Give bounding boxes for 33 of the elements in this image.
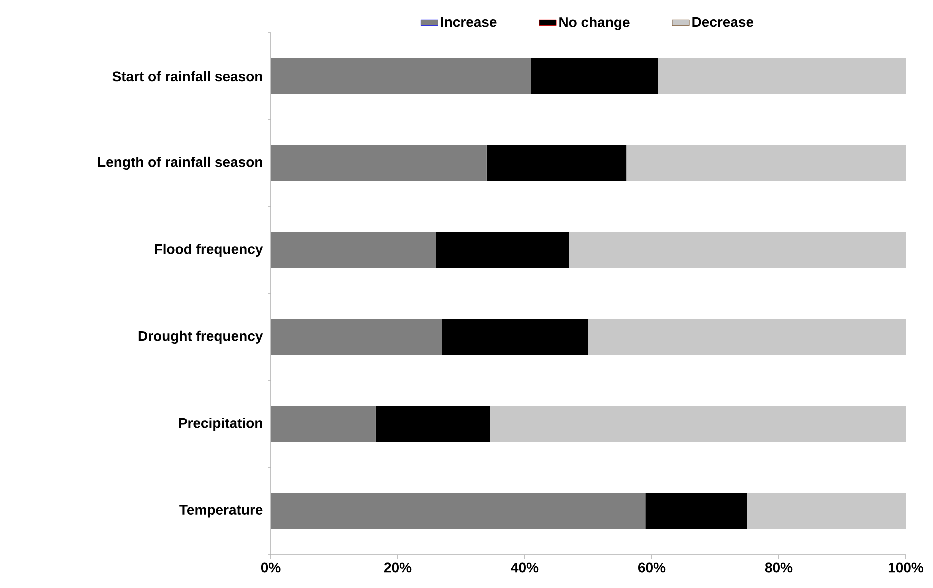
bar — [271, 493, 646, 530]
x-tick-label: 100% — [888, 562, 924, 573]
y-tick-label: Flood frequency — [155, 244, 264, 258]
bar — [442, 319, 589, 356]
legend-label: Decrease — [692, 17, 754, 28]
bar — [658, 58, 906, 94]
y-tick-label: Drought frequency — [138, 330, 264, 344]
bar — [271, 58, 532, 94]
y-tick-label: Length of rainfall season — [98, 156, 262, 170]
bar — [531, 58, 658, 94]
bar — [747, 493, 906, 530]
x-tick-label: 40% — [511, 562, 539, 573]
bar — [271, 406, 376, 442]
y-tick-label: Precipitation — [179, 418, 262, 432]
bar — [271, 319, 442, 356]
bar — [490, 406, 906, 442]
bar — [271, 146, 487, 182]
bar — [626, 146, 906, 182]
x-tick-label: 80% — [765, 562, 793, 573]
x-tick-label: 20% — [384, 562, 412, 573]
bar — [486, 146, 627, 182]
x-tick-label: 0% — [261, 562, 281, 573]
bar — [436, 232, 570, 268]
x-tick-label: 60% — [638, 562, 666, 573]
y-tick-label: Start of rainfall season — [112, 71, 262, 82]
bar — [646, 493, 748, 530]
legend-label: No change — [560, 17, 630, 30]
bar — [569, 232, 906, 268]
y-tick-label: Temperature — [180, 505, 263, 518]
bar — [376, 406, 490, 442]
bar — [588, 319, 906, 356]
legend-label: Increase — [441, 17, 497, 28]
bar — [271, 232, 436, 268]
